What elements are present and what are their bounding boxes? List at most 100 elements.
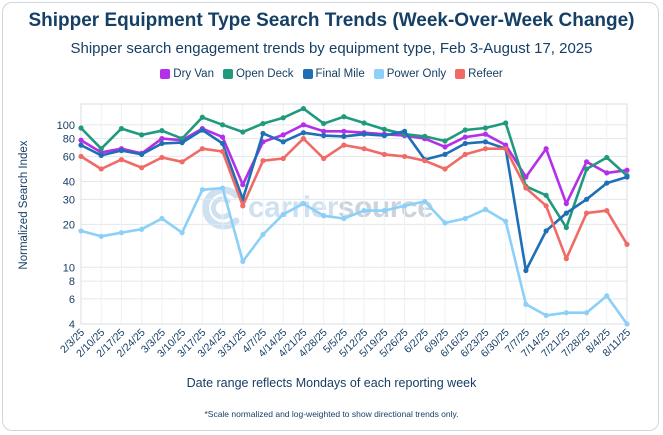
y-tick-label: 60 <box>63 151 75 163</box>
data-point <box>381 208 387 214</box>
data-point <box>503 120 509 126</box>
legend-swatch <box>302 69 313 79</box>
data-point <box>159 136 165 142</box>
data-point <box>78 125 84 131</box>
data-point <box>422 198 428 205</box>
legend-swatch <box>373 69 384 79</box>
y-tick-label: 80 <box>63 134 75 146</box>
data-point <box>219 185 226 191</box>
data-point <box>240 182 246 188</box>
legend-item[interactable]: Refeer <box>455 68 503 80</box>
data-point <box>604 180 610 186</box>
data-point <box>341 133 347 139</box>
chart-subtitle: Shipper search engagement trends by equi… <box>70 40 593 57</box>
data-point <box>361 131 367 137</box>
data-point <box>321 213 327 219</box>
data-point <box>563 310 569 316</box>
legend-item[interactable]: Dry Van <box>160 68 214 80</box>
data-point <box>341 142 347 148</box>
data-point <box>280 139 286 145</box>
legend-label: Power Only <box>386 68 447 80</box>
data-point <box>422 158 428 164</box>
footnote: *Scale normalized and log-weighted to sh… <box>204 409 459 419</box>
data-point <box>543 312 549 318</box>
data-point <box>583 210 590 216</box>
legend-label: Open Deck <box>235 68 294 80</box>
data-point <box>300 122 307 128</box>
data-point <box>401 128 408 134</box>
data-point <box>179 230 185 236</box>
data-point <box>523 301 529 307</box>
data-point <box>442 166 448 172</box>
data-point <box>583 159 590 165</box>
data-point <box>118 147 125 154</box>
data-point <box>543 203 549 209</box>
data-point <box>179 136 185 142</box>
data-point <box>219 134 226 140</box>
data-point <box>523 267 529 274</box>
y-tick-label: 40 <box>63 177 75 189</box>
series-lines <box>78 105 630 327</box>
data-point <box>442 151 448 158</box>
data-point <box>78 137 84 143</box>
data-point <box>78 142 84 148</box>
data-point <box>118 126 125 132</box>
data-point <box>240 258 246 265</box>
data-point <box>280 132 286 138</box>
data-point <box>624 167 630 173</box>
data-point <box>159 154 165 161</box>
data-point <box>583 166 590 172</box>
data-point <box>280 115 286 121</box>
data-point <box>219 140 226 147</box>
data-point <box>179 140 185 146</box>
data-point <box>401 153 408 160</box>
legend-item[interactable]: Power Only <box>373 68 447 80</box>
legend-item[interactable]: Final Mile <box>302 68 365 80</box>
data-point <box>139 151 145 158</box>
data-point <box>240 129 246 135</box>
y-tick-label: 4 <box>69 319 75 331</box>
data-point <box>462 127 468 133</box>
data-point <box>482 125 489 131</box>
legend: Dry Van Open Deck Final Mile Power Only Refe… <box>0 68 663 80</box>
data-point <box>442 220 448 226</box>
data-point <box>604 170 610 176</box>
data-point <box>98 166 104 172</box>
data-point <box>563 210 569 216</box>
data-point <box>98 152 104 159</box>
data-point <box>321 155 327 162</box>
data-point <box>503 218 509 224</box>
chart-title: Shipper Equipment Type Search Trends (We… <box>28 10 635 31</box>
data-point <box>624 321 630 327</box>
data-point <box>361 120 367 126</box>
data-point <box>139 132 145 138</box>
data-point <box>139 165 145 171</box>
series-open-deck <box>78 105 630 231</box>
data-point <box>321 120 327 127</box>
data-point <box>482 146 489 152</box>
data-point <box>442 138 448 144</box>
data-point <box>300 105 307 112</box>
legend-item[interactable]: Open Deck <box>222 68 294 80</box>
data-point <box>482 206 489 212</box>
y-tick-label: 6 <box>69 294 75 306</box>
data-point <box>482 139 489 145</box>
data-point <box>159 128 165 134</box>
legend-swatch <box>455 69 466 79</box>
y-tick-label: 100 <box>57 120 75 132</box>
legend-swatch <box>222 69 233 79</box>
x-axis-label: Date range reflects Mondays of each repo… <box>186 376 477 390</box>
data-point <box>341 128 347 134</box>
data-point <box>401 203 408 209</box>
data-point <box>361 208 367 214</box>
y-tick-label: 30 <box>63 194 75 206</box>
legend-label: Refeer <box>468 68 503 80</box>
data-point <box>199 114 205 120</box>
data-point <box>260 130 266 137</box>
data-point <box>260 120 266 127</box>
watermark-text-b: source <box>337 191 434 224</box>
data-point <box>462 215 468 222</box>
y-tick-label: 20 <box>63 219 75 231</box>
legend-swatch <box>160 69 171 79</box>
